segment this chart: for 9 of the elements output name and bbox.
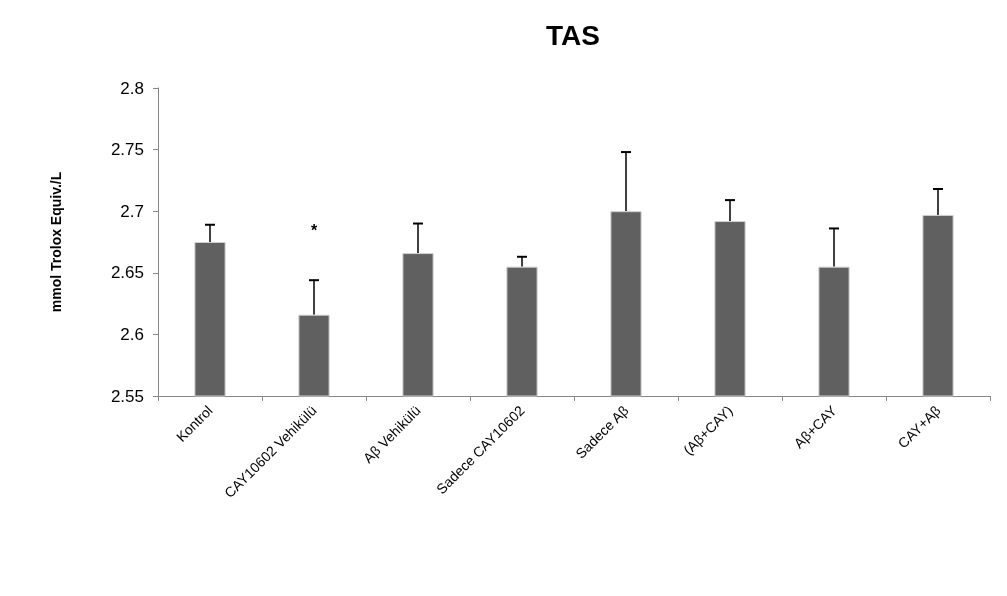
y-axis-title: mmol Trolox Equiv./L	[48, 171, 64, 313]
y-tick-label: 2.6	[120, 324, 144, 344]
y-tick-label: 2.65	[110, 263, 144, 283]
annotation: *	[310, 221, 318, 239]
chart-title: TAS	[546, 19, 600, 51]
y-tick-label: 2.8	[120, 78, 144, 98]
y-tick-label: 2.7	[120, 201, 144, 221]
y-tick-label: 2.75	[110, 140, 144, 160]
y-tick-label: 2.55	[110, 386, 144, 406]
